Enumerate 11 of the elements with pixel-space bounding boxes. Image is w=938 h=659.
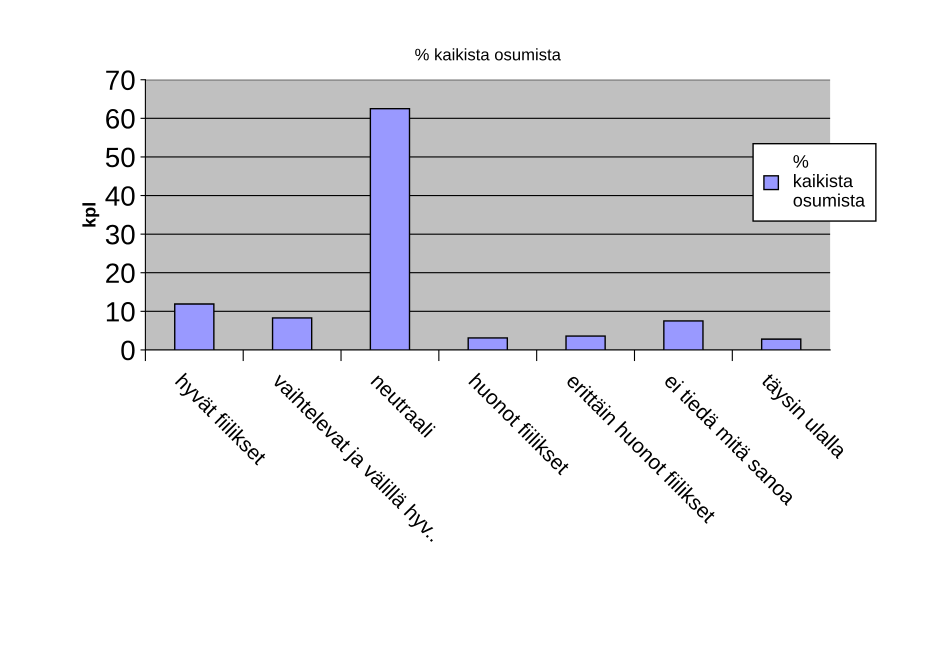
y-tick-label: 10 (106, 302, 135, 322)
y-tick-label: 0 (121, 340, 135, 360)
legend-label: % kaikista osumista (793, 155, 866, 207)
y-tick-label: 40 (105, 186, 135, 206)
y-tick-label: 60 (106, 109, 135, 129)
y-tick-label: 50 (106, 148, 135, 168)
y-tick-label: 20 (106, 263, 135, 284)
y-axis-title: kpl (82, 203, 100, 227)
y-tick-label: 30 (106, 224, 135, 244)
chart-title: % kaikista osumista (415, 48, 561, 60)
y-tick-label: 70 (106, 70, 135, 90)
